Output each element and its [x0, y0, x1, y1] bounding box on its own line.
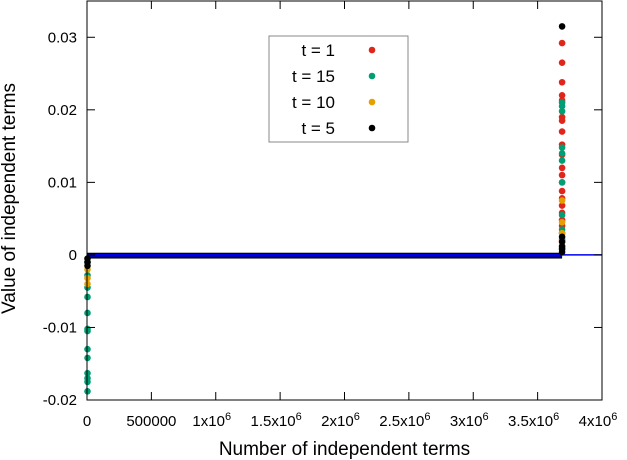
x-tick-exponent: 6	[553, 411, 559, 423]
x-tick-exponent: 6	[482, 411, 488, 423]
x-tick-exponent: 6	[424, 411, 430, 423]
legend-marker	[368, 124, 376, 132]
legend-marker	[368, 46, 376, 54]
data-point	[558, 102, 566, 110]
x-tick-label: 500000	[126, 413, 176, 430]
data-point	[558, 248, 566, 256]
data-point	[558, 171, 566, 179]
legend-box	[268, 35, 409, 143]
data-point	[558, 144, 566, 151]
data-point	[558, 78, 566, 86]
data-point	[558, 187, 566, 195]
data-point	[558, 117, 566, 124]
y-tick-label: 0	[69, 247, 77, 264]
legend-marker	[368, 98, 376, 106]
data-point	[558, 218, 566, 226]
y-tick-label: 0.01	[48, 174, 77, 191]
x-tick-label: 2x106	[321, 411, 360, 430]
data-point	[558, 92, 566, 99]
data-point	[558, 23, 566, 30]
y-tick-label: -0.02	[43, 392, 77, 409]
x-tick-exponent: 6	[296, 411, 302, 423]
data-point	[558, 150, 566, 157]
legend-label: t = 10	[292, 93, 335, 112]
x-tick-label: 1.5x106	[251, 411, 302, 430]
y-tick-label: -0.01	[43, 319, 77, 336]
tick-layer: -0.02 -0.01 0 0.01 0.02 0.03 0 500000 1x106 1.5x1…	[43, 1, 618, 430]
x-tick-exponent: 6	[225, 411, 231, 423]
y-tick-label: 0.02	[48, 102, 77, 119]
legend: t = 1 t = 15 t = 10 t = 5	[268, 35, 409, 143]
data-point	[558, 128, 566, 135]
x-tick-label: 0	[83, 413, 91, 430]
legend-label: t = 15	[292, 67, 335, 86]
x-tick-label: 3.5x106	[508, 411, 559, 430]
x-tick-exponent: 6	[354, 411, 360, 423]
legend-marker	[368, 72, 376, 80]
data-point	[558, 107, 566, 115]
data-point	[558, 211, 566, 219]
data-point	[558, 157, 566, 164]
legend-label: t = 5	[301, 119, 335, 138]
data-point	[558, 164, 566, 172]
data-point	[558, 39, 566, 47]
x-tick-label: 1x106	[192, 411, 231, 430]
data-point	[558, 197, 566, 204]
y-tick-label: 0.03	[48, 29, 77, 46]
y-axis-label: Value of independent terms	[0, 83, 20, 314]
data-point	[558, 179, 566, 186]
x-axis-label: Number of independent terms	[219, 439, 470, 460]
x-tick-label: 2.5x106	[379, 411, 430, 430]
x-tick-label: 4x106	[579, 411, 618, 430]
data-point	[558, 233, 566, 241]
data-point	[558, 202, 566, 209]
x-tick-label: 3x106	[450, 411, 489, 430]
x-tick-exponent: 6	[611, 411, 617, 423]
data-point	[558, 59, 566, 66]
legend-label: t = 1	[301, 41, 335, 60]
